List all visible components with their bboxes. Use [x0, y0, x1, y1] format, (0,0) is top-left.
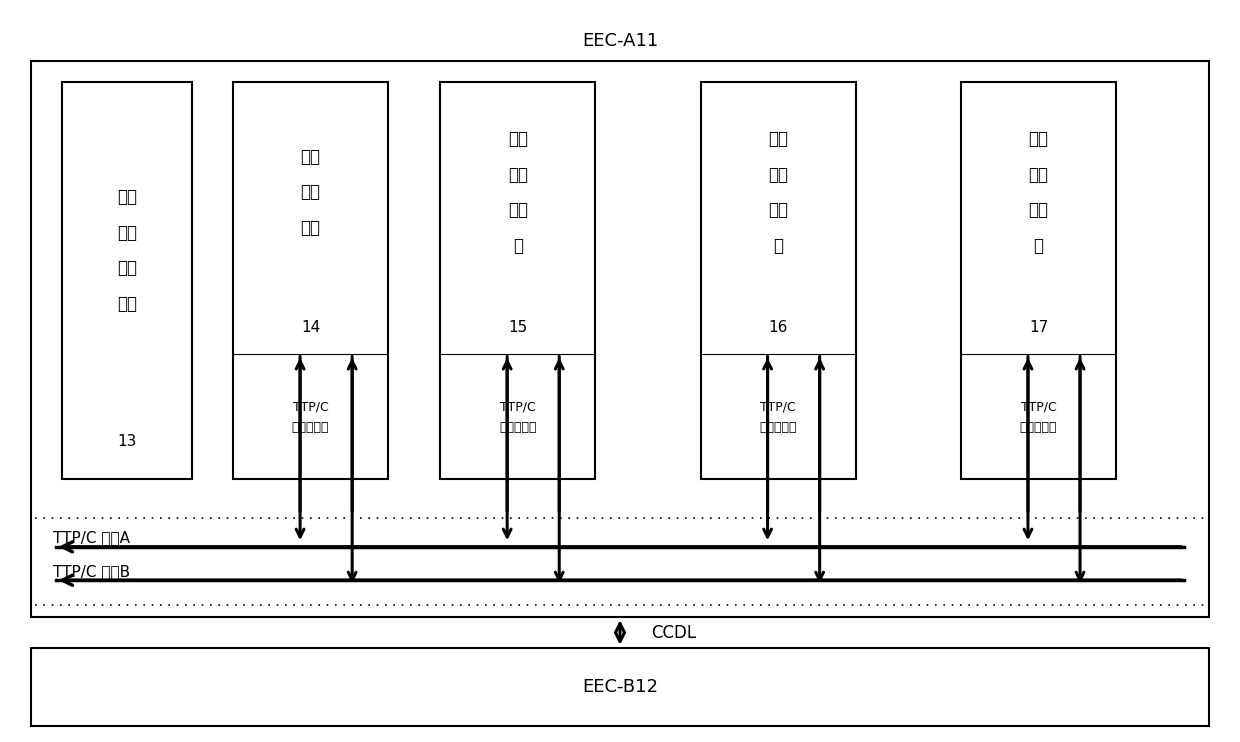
- Text: 通讯: 通讯: [1028, 165, 1049, 183]
- Text: 14: 14: [301, 320, 320, 335]
- Text: 处理: 处理: [768, 201, 789, 219]
- Text: 制板: 制板: [300, 219, 321, 237]
- Text: 总线控制器: 总线控制器: [498, 421, 537, 433]
- Text: TTP/C: TTP/C: [500, 401, 536, 413]
- Bar: [31, 61, 1209, 617]
- Text: 外部: 外部: [1028, 130, 1049, 148]
- Text: 信号: 信号: [768, 165, 789, 183]
- Text: TTP/C: TTP/C: [293, 401, 329, 413]
- Text: 总线控制器: 总线控制器: [1019, 421, 1058, 433]
- Text: 板: 板: [773, 237, 784, 255]
- Text: 输出: 输出: [768, 130, 789, 148]
- Text: 信号: 信号: [507, 165, 528, 183]
- Text: 板: 板: [1033, 237, 1044, 255]
- Text: 处理: 处理: [117, 223, 138, 242]
- Text: TTP/C: TTP/C: [760, 401, 796, 413]
- Text: 输入: 输入: [507, 130, 528, 148]
- Text: TTP/C: TTP/C: [1021, 401, 1056, 413]
- Bar: [233, 82, 388, 479]
- Text: 总线控制器: 总线控制器: [291, 421, 330, 433]
- Text: 总线控制器: 总线控制器: [759, 421, 797, 433]
- Text: CCDL: CCDL: [651, 623, 696, 642]
- Bar: [440, 82, 595, 479]
- Text: 处理: 处理: [1028, 201, 1049, 219]
- Text: TTP/C 总线A: TTP/C 总线A: [53, 531, 130, 545]
- Bar: [31, 648, 1209, 726]
- Text: TTP/C 总线B: TTP/C 总线B: [53, 564, 130, 579]
- Text: 17: 17: [1029, 320, 1048, 335]
- Bar: [62, 82, 192, 479]
- Text: 16: 16: [769, 320, 787, 335]
- Bar: [701, 82, 856, 479]
- Text: 与转: 与转: [117, 259, 138, 278]
- Text: 板: 板: [512, 237, 523, 255]
- Text: 13: 13: [118, 434, 136, 449]
- Text: 换板: 换板: [117, 295, 138, 313]
- Text: EEC-A11: EEC-A11: [582, 32, 658, 50]
- Text: 计算: 计算: [300, 148, 321, 165]
- Text: EEC-B12: EEC-B12: [582, 677, 658, 696]
- Text: 处理: 处理: [507, 201, 528, 219]
- Bar: [961, 82, 1116, 479]
- Text: 15: 15: [508, 320, 527, 335]
- Text: 与控: 与控: [300, 183, 321, 201]
- Text: 电源: 电源: [117, 188, 138, 206]
